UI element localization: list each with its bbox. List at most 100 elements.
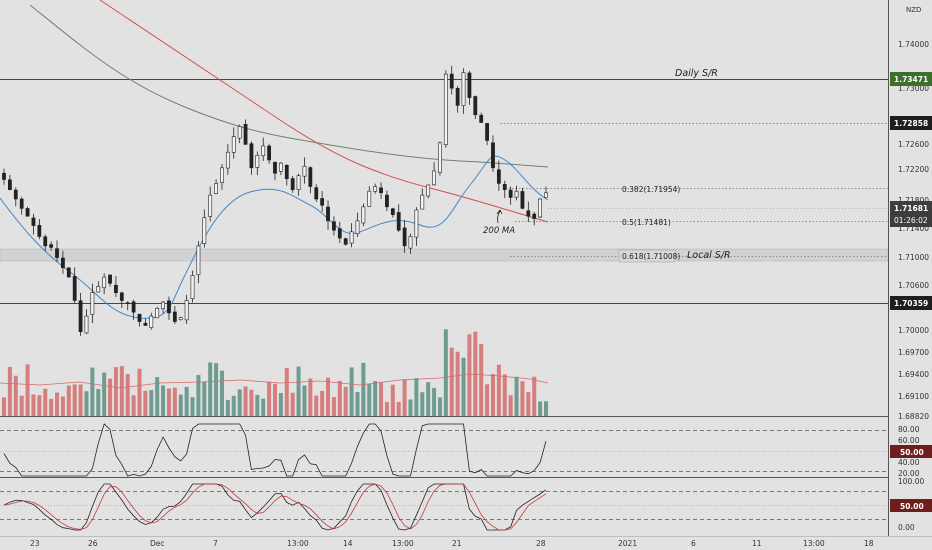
candle-body[interactable] bbox=[467, 72, 472, 98]
candle-body[interactable] bbox=[90, 292, 95, 315]
candle-body[interactable] bbox=[61, 257, 65, 269]
candle-body[interactable] bbox=[225, 151, 230, 169]
candle-body[interactable] bbox=[332, 221, 336, 231]
candle-body[interactable] bbox=[25, 208, 30, 217]
price-axis[interactable]: NZD 1.74000 1.73000 1.72600 1.72200 1.71… bbox=[888, 0, 932, 536]
candle-body[interactable] bbox=[367, 190, 372, 207]
candle-body[interactable] bbox=[514, 190, 519, 198]
lower-price-tag[interactable] bbox=[890, 296, 932, 310]
candle-body[interactable] bbox=[443, 73, 448, 145]
candle-body[interactable] bbox=[320, 198, 325, 206]
candle-body[interactable] bbox=[196, 245, 201, 276]
rsi-value-tag[interactable] bbox=[890, 445, 932, 458]
candle-body[interactable] bbox=[432, 170, 436, 186]
candle-body[interactable] bbox=[7, 179, 12, 190]
candle-body[interactable] bbox=[438, 142, 442, 173]
candle-body[interactable] bbox=[214, 183, 218, 194]
candle-body[interactable] bbox=[420, 194, 425, 210]
candle-body[interactable] bbox=[125, 302, 130, 305]
candle-body[interactable] bbox=[508, 189, 513, 198]
candle-body[interactable] bbox=[396, 212, 401, 231]
candle-body[interactable] bbox=[72, 276, 77, 301]
candle-body[interactable] bbox=[308, 167, 313, 187]
candle-body[interactable] bbox=[178, 317, 183, 321]
candle-body[interactable] bbox=[385, 194, 389, 208]
candle-body[interactable] bbox=[184, 300, 189, 321]
candle-body[interactable] bbox=[520, 191, 525, 209]
stoch-pane[interactable] bbox=[0, 483, 888, 531]
candle-body[interactable] bbox=[231, 136, 236, 153]
candle-body[interactable] bbox=[502, 184, 507, 190]
candle-body[interactable] bbox=[237, 126, 242, 139]
candle-body[interactable] bbox=[278, 162, 283, 172]
stoch-value-tag[interactable] bbox=[890, 499, 932, 512]
candle-body[interactable] bbox=[355, 220, 360, 235]
candle-body[interactable] bbox=[461, 72, 466, 106]
candle-body[interactable] bbox=[479, 114, 484, 123]
candle-body[interactable] bbox=[314, 187, 319, 200]
candle-body[interactable] bbox=[538, 198, 543, 218]
candle-body[interactable] bbox=[390, 208, 395, 215]
candle-body[interactable] bbox=[473, 96, 478, 116]
candle-body[interactable] bbox=[66, 267, 71, 278]
candle-body[interactable] bbox=[485, 123, 489, 141]
candle-body[interactable] bbox=[78, 300, 83, 333]
candle-body[interactable] bbox=[49, 244, 54, 248]
candle-body[interactable] bbox=[96, 286, 101, 293]
candle-body[interactable] bbox=[532, 213, 537, 219]
candle-body[interactable] bbox=[426, 184, 431, 197]
candle-body[interactable] bbox=[544, 192, 548, 198]
candle-body[interactable] bbox=[243, 123, 248, 145]
candle-body[interactable] bbox=[19, 198, 24, 209]
candlestick-series[interactable] bbox=[2, 65, 548, 336]
candle-body[interactable] bbox=[455, 88, 460, 106]
candle-body[interactable] bbox=[155, 307, 160, 319]
candle-body[interactable] bbox=[167, 300, 171, 314]
candle-body[interactable] bbox=[255, 155, 260, 168]
candle-body[interactable] bbox=[402, 227, 407, 247]
candle-body[interactable] bbox=[326, 206, 330, 222]
candle-body[interactable] bbox=[267, 145, 272, 161]
candle-body[interactable] bbox=[337, 228, 342, 239]
candle-body[interactable] bbox=[208, 194, 213, 217]
rsi-pane[interactable] bbox=[0, 423, 888, 477]
candle-body[interactable] bbox=[302, 165, 307, 177]
candle-body[interactable] bbox=[284, 165, 289, 180]
candle-body[interactable] bbox=[172, 311, 177, 322]
candle-body[interactable] bbox=[31, 217, 36, 226]
candle-body[interactable] bbox=[143, 322, 148, 326]
candle-body[interactable] bbox=[102, 276, 107, 289]
candle-body[interactable] bbox=[491, 142, 495, 169]
candle-body[interactable] bbox=[137, 313, 142, 322]
candle-body[interactable] bbox=[496, 169, 501, 184]
candle-body[interactable] bbox=[43, 236, 48, 247]
time-axis[interactable]: 23 26 Dec 7 13:00 14 13:00 21 28 2021 6 … bbox=[30, 539, 874, 548]
candle-body[interactable] bbox=[119, 292, 124, 301]
candle-body[interactable] bbox=[149, 315, 154, 328]
candle-body[interactable] bbox=[526, 210, 531, 217]
candle-body[interactable] bbox=[202, 217, 207, 244]
candle-body[interactable] bbox=[55, 248, 59, 258]
candle-body[interactable] bbox=[296, 175, 301, 190]
candle-body[interactable] bbox=[249, 143, 254, 169]
candle-body[interactable] bbox=[220, 167, 224, 184]
candle-body[interactable] bbox=[161, 301, 165, 310]
candle-body[interactable] bbox=[290, 178, 295, 190]
candle-body[interactable] bbox=[261, 145, 266, 157]
candle-body[interactable] bbox=[84, 315, 89, 334]
candle-body[interactable] bbox=[108, 274, 112, 284]
candle-body[interactable] bbox=[361, 206, 366, 224]
candle-body[interactable] bbox=[449, 73, 454, 89]
candle-body[interactable] bbox=[13, 189, 18, 200]
candle-body[interactable] bbox=[349, 231, 354, 244]
candle-body[interactable] bbox=[379, 187, 383, 194]
candle-body[interactable] bbox=[408, 236, 413, 249]
candle-body[interactable] bbox=[114, 284, 118, 293]
candle-body[interactable] bbox=[131, 301, 136, 313]
candle-body[interactable] bbox=[373, 186, 378, 192]
candle-body[interactable] bbox=[190, 275, 195, 299]
candle-body[interactable] bbox=[2, 172, 6, 180]
candle-body[interactable] bbox=[414, 209, 419, 238]
daily-sr-price-tag[interactable] bbox=[890, 72, 932, 86]
